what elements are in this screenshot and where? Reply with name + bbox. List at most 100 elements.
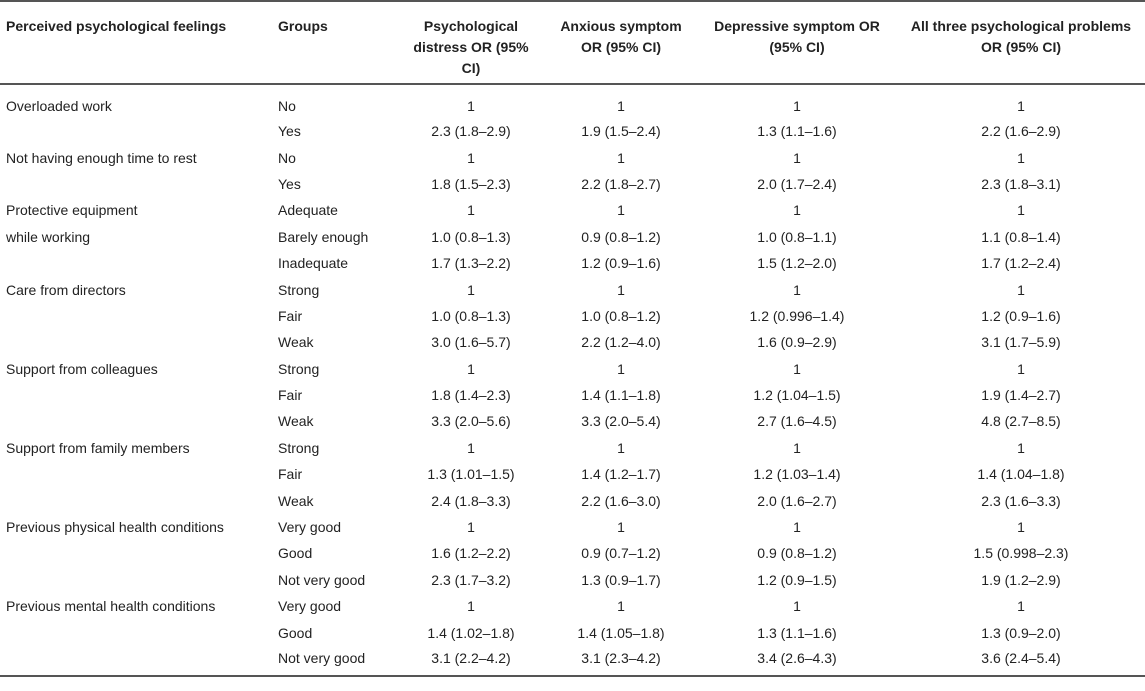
group-cell: Fair (278, 307, 303, 324)
distress-or-cell: 3.1 (2.2–4.2) (397, 645, 545, 677)
table-row: Good 1.4 (1.02–1.8) 1.4 (1.05–1.8) 1.3 (1.1… (0, 619, 1145, 645)
feeling-cell: Previous physical health conditions (6, 519, 224, 536)
depressive-or-cell: 2.0 (1.7–2.4) (757, 175, 837, 192)
anxious-or-cell: 1 (617, 202, 625, 219)
table-row: Support from family members Strong 1 1 1 1 (0, 435, 1145, 461)
feeling-cell (0, 118, 272, 144)
anxious-or-cell: 2.2 (1.8–2.7) (581, 175, 661, 192)
table-row: Previous physical health conditions Very … (0, 514, 1145, 540)
header-perceived-feelings: Perceived psychological feelings (0, 0, 272, 85)
distress-or-cell: 1 (467, 598, 475, 615)
feeling-cell (0, 382, 272, 408)
all-three-or-cell: 3.6 (2.4–5.4) (897, 645, 1145, 677)
anxious-or-cell: 1.0 (0.8–1.2) (581, 307, 661, 324)
anxious-or-cell: 1.3 (0.9–1.7) (581, 571, 661, 588)
group-cell: No (278, 97, 296, 114)
anxious-or-cell: 1 (617, 439, 625, 456)
anxious-or-cell: 3.1 (2.3–4.2) (545, 645, 697, 677)
depressive-or-cell: 1 (793, 519, 801, 536)
feeling-cell: while working (6, 228, 91, 245)
group-cell: Yes (278, 175, 301, 192)
depressive-or-cell: 1.0 (0.8–1.1) (757, 228, 837, 245)
table-row: Weak 3.3 (2.0–5.6) 3.3 (2.0–5.4) 2.7 (1.6–4… (0, 408, 1145, 434)
anxious-or-cell: 1.9 (1.5–2.4) (581, 123, 661, 140)
group-cell: Inadequate (278, 255, 349, 272)
depressive-or-cell: 1.2 (0.9–1.5) (757, 571, 837, 588)
all-three-or-cell: 4.8 (2.7–8.5) (981, 413, 1061, 430)
distress-or-cell: 3.0 (1.6–5.7) (431, 334, 511, 351)
anxious-or-cell: 1.2 (0.9–1.6) (581, 255, 661, 272)
all-three-or-cell: 2.2 (1.6–2.9) (981, 123, 1061, 140)
distress-or-cell: 1.7 (1.3–2.2) (431, 255, 511, 272)
anxious-or-cell: 1.4 (1.05–1.8) (577, 624, 665, 641)
all-three-or-cell: 1 (1017, 202, 1025, 219)
depressive-or-cell: 2.7 (1.6–4.5) (757, 413, 837, 430)
distress-or-cell: 1.0 (0.8–1.3) (431, 228, 511, 245)
header-anxious-symptom: Anxious symptom OR (95% CI) (545, 0, 697, 85)
group-cell: Very good (278, 519, 342, 536)
table-row: Fair 1.0 (0.8–1.3) 1.0 (0.8–1.2) 1.2 (0.996… (0, 303, 1145, 329)
depressive-or-cell: 2.0 (1.6–2.7) (757, 492, 837, 509)
group-cell: Weak (278, 334, 314, 351)
anxious-or-cell: 1.4 (1.2–1.7) (581, 466, 661, 483)
depressive-or-cell: 1.2 (1.04–1.5) (753, 387, 841, 404)
anxious-or-cell: 1 (617, 598, 625, 615)
feeling-cell: Overloaded work (6, 97, 112, 114)
table-row: Overloaded work No 1 1 1 1 (0, 84, 1145, 118)
table-row: Inadequate 1.7 (1.3–2.2) 1.2 (0.9–1.6) 1.5 … (0, 250, 1145, 276)
group-cell: Not very good (278, 571, 366, 588)
group-cell: Good (278, 624, 313, 641)
header-depressive-symptom: Depressive symptom OR (95% CI) (697, 0, 897, 85)
feeling-cell (0, 619, 272, 645)
all-three-or-cell: 1.9 (1.2–2.9) (981, 571, 1061, 588)
table-row: Previous mental health conditions Very go… (0, 593, 1145, 619)
table-row: Good 1.6 (1.2–2.2) 0.9 (0.7–1.2) 0.9 (0.8–1… (0, 540, 1145, 566)
depressive-or-cell: 1 (793, 439, 801, 456)
table-row: Not very good 2.3 (1.7–3.2) 1.3 (0.9–1.7) 1… (0, 567, 1145, 593)
group-cell: Strong (278, 281, 320, 298)
feeling-cell (0, 645, 272, 677)
group-cell: Good (278, 545, 313, 562)
feeling-cell: Support from colleagues (6, 360, 158, 377)
depressive-or-cell: 1.3 (1.1–1.6) (757, 123, 837, 140)
all-three-or-cell: 2.3 (1.8–3.1) (981, 175, 1061, 192)
depressive-or-cell: 1 (793, 202, 801, 219)
header-all-three-problems: All three psychological problems OR (95%… (897, 0, 1145, 85)
distress-or-cell: 1 (467, 202, 475, 219)
table-row: Not having enough time to rest No 1 1 1 1 (0, 144, 1145, 170)
depressive-or-cell: 1.2 (1.03–1.4) (753, 466, 841, 483)
all-three-or-cell: 1.9 (1.4–2.7) (981, 387, 1061, 404)
distress-or-cell: 1 (467, 149, 475, 166)
table-header-row: Perceived psychological feelings Groups … (0, 0, 1145, 85)
anxious-or-cell: 0.9 (0.7–1.2) (581, 545, 661, 562)
group-cell: Yes (278, 123, 301, 140)
group-cell: Barely enough (278, 228, 369, 245)
feeling-cell (0, 171, 272, 197)
group-cell: Very good (278, 598, 342, 615)
distress-or-cell: 3.3 (2.0–5.6) (431, 413, 511, 430)
all-three-or-cell: 1.7 (1.2–2.4) (981, 255, 1061, 272)
all-three-or-cell: 1 (1017, 97, 1025, 114)
table-row: Support from colleagues Strong 1 1 1 1 (0, 356, 1145, 382)
all-three-or-cell: 1 (1017, 439, 1025, 456)
depressive-or-cell: 0.9 (0.8–1.2) (757, 545, 837, 562)
table-row: Yes 2.3 (1.8–2.9) 1.9 (1.5–2.4) 1.3 (1.1–1.… (0, 118, 1145, 144)
distress-or-cell: 2.3 (1.7–3.2) (431, 571, 511, 588)
distress-or-cell: 1.6 (1.2–2.2) (431, 545, 511, 562)
anxious-or-cell: 1 (617, 519, 625, 536)
table-row: Weak 3.0 (1.6–5.7) 2.2 (1.2–4.0) 1.6 (0.9–2… (0, 329, 1145, 355)
feeling-cell (0, 567, 272, 593)
group-cell: Adequate (278, 202, 338, 219)
table-row: while working Barely enough 1.0 (0.8–1.3) 0… (0, 224, 1145, 250)
group-cell: Fair (278, 387, 303, 404)
table-row: Care from directors Strong 1 1 1 1 (0, 276, 1145, 302)
table-row: Fair 1.3 (1.01–1.5) 1.4 (1.2–1.7) 1.2 (1.03… (0, 461, 1145, 487)
table-row: Yes 1.8 (1.5–2.3) 2.2 (1.8–2.7) 2.0 (1.7–2.… (0, 171, 1145, 197)
distress-or-cell: 1 (467, 360, 475, 377)
all-three-or-cell: 2.3 (1.6–3.3) (981, 492, 1061, 509)
group-cell: Weak (278, 492, 314, 509)
depressive-or-cell: 1 (793, 281, 801, 298)
feeling-cell (0, 329, 272, 355)
distress-or-cell: 1.8 (1.5–2.3) (431, 175, 511, 192)
